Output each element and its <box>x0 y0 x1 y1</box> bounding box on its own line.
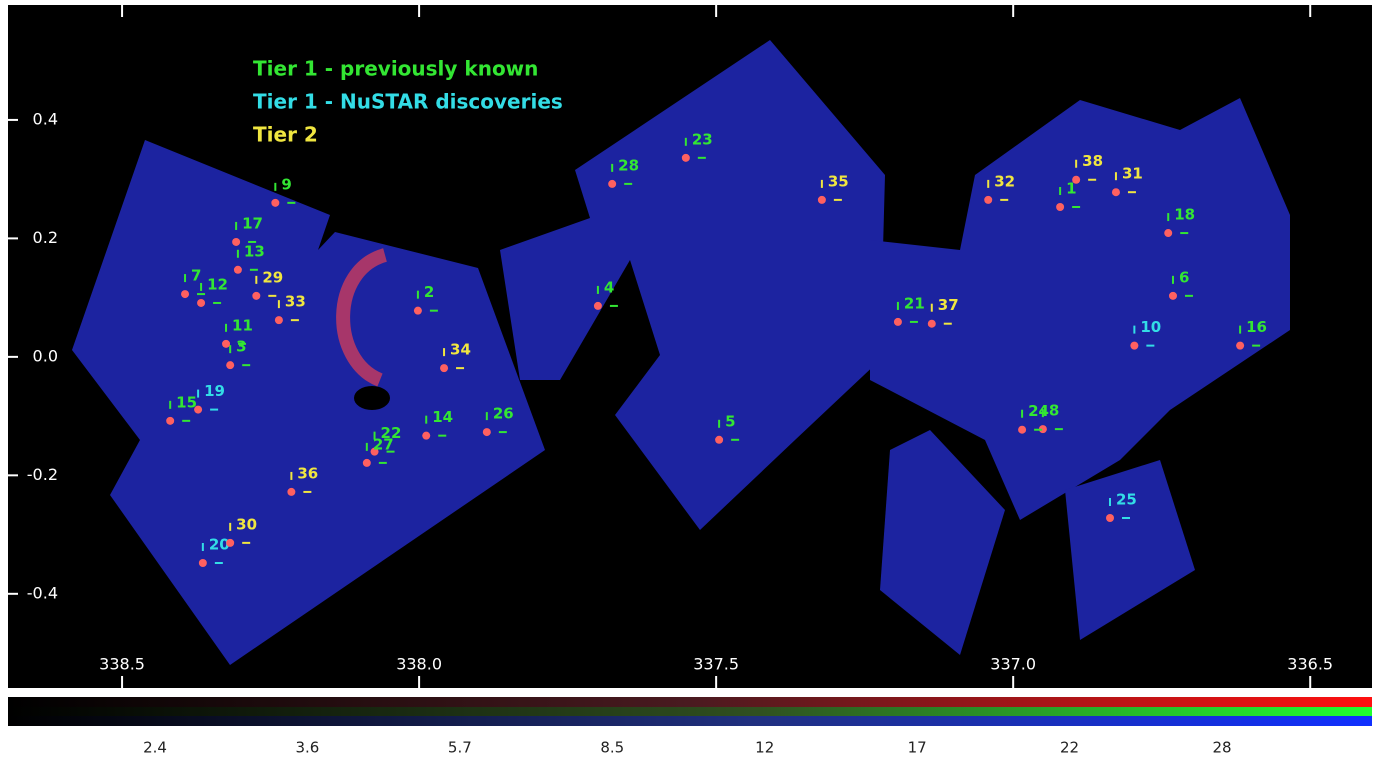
colorbar-tick-label: 28 <box>1212 739 1231 757</box>
page: {"chart_data": {"type": "sky-map", "xlim… <box>0 0 1396 762</box>
source-label: 8 <box>1049 402 1059 420</box>
colorbar-tick-label: 17 <box>908 739 927 757</box>
source <box>1169 292 1177 300</box>
source <box>1056 203 1064 211</box>
source <box>1164 229 1172 237</box>
source <box>222 340 230 348</box>
source-label: 11 <box>232 316 253 334</box>
source <box>194 406 202 414</box>
coverage-hole <box>354 386 390 410</box>
source-label: 7 <box>191 267 201 285</box>
source <box>594 302 602 310</box>
x-tick-label: 337.0 <box>990 655 1036 674</box>
source-label: 4 <box>604 278 614 296</box>
colorbar-tick-label: 2.4 <box>143 739 167 757</box>
source-label: 21 <box>904 294 925 312</box>
y-tick-label: -0.2 <box>27 465 58 484</box>
source <box>1112 188 1120 196</box>
y-tick-label: 0.4 <box>33 109 58 128</box>
source-label: 37 <box>938 296 959 314</box>
source-label: 16 <box>1246 318 1267 336</box>
source-label: 17 <box>242 214 263 232</box>
legend-entry: Tier 1 - NuSTAR discoveries <box>253 90 563 114</box>
source <box>181 290 189 298</box>
source-label: 9 <box>281 175 291 193</box>
source-label: 6 <box>1179 268 1189 286</box>
source-label: 36 <box>297 464 318 482</box>
source <box>232 238 240 246</box>
source-label: 15 <box>176 393 197 411</box>
x-tick-label: 337.5 <box>693 655 739 674</box>
source <box>226 361 234 369</box>
source <box>1236 342 1244 350</box>
source <box>1106 514 1114 522</box>
source-label: 33 <box>285 293 306 311</box>
source <box>363 459 371 467</box>
source <box>275 316 283 324</box>
legend-entry: Tier 1 - previously known <box>253 57 538 81</box>
x-tick-label: 338.5 <box>99 655 145 674</box>
source <box>287 488 295 496</box>
source-label: 12 <box>207 275 228 293</box>
colorbar-tick-label: 22 <box>1060 739 1079 757</box>
source <box>414 307 422 315</box>
source-label: 18 <box>1174 206 1195 224</box>
source <box>483 428 491 436</box>
source-label: 26 <box>493 405 514 423</box>
source <box>197 299 205 307</box>
source-label: 23 <box>692 130 713 148</box>
source <box>1072 176 1080 184</box>
source-label: 27 <box>373 435 394 453</box>
source-label: 30 <box>236 515 257 533</box>
source <box>422 432 430 440</box>
source <box>1018 426 1026 434</box>
source-label: 3 <box>236 338 246 356</box>
source <box>818 196 826 204</box>
source-label: 34 <box>450 341 471 359</box>
source-label: 28 <box>618 156 639 174</box>
source-label: 24 <box>1028 402 1049 420</box>
source-label: 2 <box>424 283 434 301</box>
source <box>682 154 690 162</box>
colorbar-tick-label: 8.5 <box>600 739 624 757</box>
x-tick-label: 336.5 <box>1287 655 1333 674</box>
source <box>894 318 902 326</box>
colorbar-tick-label: 3.6 <box>295 739 319 757</box>
source <box>252 292 260 300</box>
source-label: 38 <box>1082 152 1103 170</box>
source-label: 13 <box>244 242 265 260</box>
source <box>1130 342 1138 350</box>
source-label: 25 <box>1116 490 1137 508</box>
source-label: 19 <box>204 382 225 400</box>
y-tick-label: 0.0 <box>33 346 58 365</box>
source-label: 32 <box>994 172 1015 190</box>
source <box>166 417 174 425</box>
source-label: 35 <box>828 172 849 190</box>
source <box>440 364 448 372</box>
y-tick-label: -0.4 <box>27 583 58 602</box>
source <box>199 559 207 567</box>
source-label: 31 <box>1122 165 1143 183</box>
source-label: 10 <box>1140 318 1161 336</box>
separator <box>8 690 1372 696</box>
source <box>715 436 723 444</box>
colorbar-tick-label: 5.7 <box>448 739 472 757</box>
source <box>928 320 936 328</box>
y-tick-label: 0.2 <box>33 228 58 247</box>
source <box>234 266 242 274</box>
source <box>984 196 992 204</box>
source-label: 14 <box>432 408 453 426</box>
source <box>226 539 234 547</box>
x-tick-label: 338.0 <box>396 655 442 674</box>
colorbar <box>8 697 1372 726</box>
legend-entry: Tier 2 <box>253 123 318 147</box>
source-label: 5 <box>725 412 735 430</box>
source <box>271 199 279 207</box>
colorbar-tick-label: 12 <box>755 739 774 757</box>
source-label: 29 <box>262 268 283 286</box>
source <box>608 180 616 188</box>
figure: 338.5338.0337.5337.0336.50.40.20.0-0.2-0… <box>0 0 1396 762</box>
